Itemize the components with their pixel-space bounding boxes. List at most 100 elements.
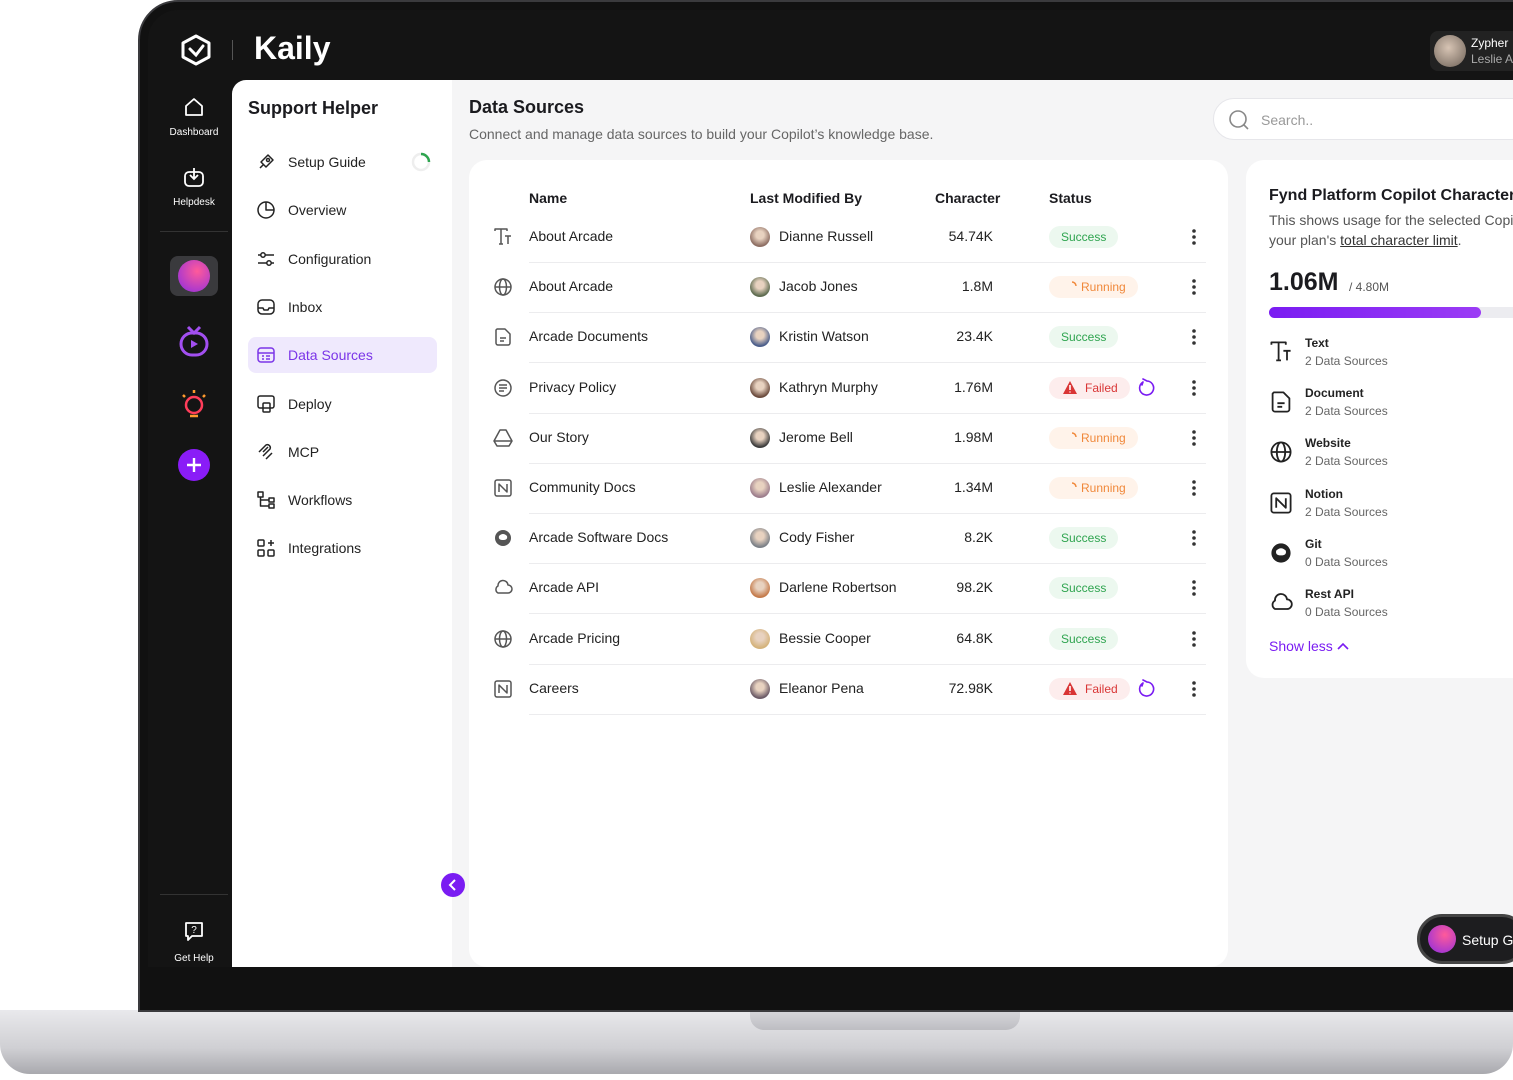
page-title: Data Sources (469, 97, 585, 117)
user-avatar (1434, 35, 1466, 67)
icon (1270, 492, 1292, 514)
avatar (750, 578, 770, 599)
helpdesk-icon[interactable] (183, 166, 205, 188)
row-menu[interactable] (1191, 579, 1197, 597)
row-divider (529, 412, 1206, 414)
app-icon[interactable] (178, 388, 210, 422)
setup-label: Setup G (1462, 932, 1513, 948)
cell-name: Careers (529, 679, 579, 696)
sidebar-item[interactable]: MCP (288, 443, 320, 460)
retry-button[interactable] (1137, 377, 1157, 398)
status-pill: Running (1049, 276, 1138, 299)
user-chip[interactable]: Zypher Leslie A (1430, 31, 1513, 71)
icon (257, 347, 275, 363)
status-label: Failed (1085, 380, 1118, 395)
status-label: Failed (1085, 681, 1118, 696)
row-menu[interactable] (1191, 680, 1197, 698)
type-name: Text (1305, 336, 1329, 350)
search-box[interactable]: Search.. (1213, 98, 1513, 140)
dashboard-icon[interactable] (183, 96, 205, 118)
sidebar-item[interactable]: Setup Guide (288, 154, 366, 170)
sidebar-item[interactable]: Workflows (288, 492, 353, 509)
cell-character: 54.74K (948, 228, 993, 244)
type-name: Website (1305, 436, 1351, 451)
icon (259, 154, 274, 169)
cell-person: Jerome Bell (779, 428, 853, 445)
brand: Kaily (254, 30, 331, 66)
icon (257, 201, 275, 220)
spinner (1071, 432, 1077, 437)
row-menu[interactable] (1191, 328, 1197, 346)
spinner (1071, 281, 1077, 287)
usage-link[interactable]: total character limit (1340, 232, 1458, 248)
retry-button[interactable] (1137, 678, 1157, 699)
app-tile[interactable] (170, 256, 218, 296)
row-menu[interactable] (1191, 479, 1197, 497)
status-label: Success (1061, 631, 1107, 646)
row-menu[interactable] (1191, 429, 1197, 447)
icon (494, 378, 512, 397)
app-icon[interactable] (178, 325, 210, 359)
row-menu[interactable] (1191, 630, 1197, 648)
row-menu[interactable] (1191, 228, 1197, 246)
sidebar-item[interactable]: Overview (288, 202, 347, 219)
row-menu[interactable] (1191, 529, 1197, 547)
status-label: Success (1061, 330, 1107, 345)
cell-name: Privacy Policy (529, 378, 617, 395)
add-button[interactable] (178, 449, 210, 481)
collapse-button[interactable] (441, 873, 465, 897)
icon (494, 479, 512, 497)
cell-name: Arcade Pricing (529, 629, 621, 646)
cell-name: About Arcade (529, 278, 614, 295)
type-name: Rest API (1305, 587, 1354, 601)
avatar (750, 628, 770, 649)
icon (257, 539, 275, 558)
usage-desc: your plan's total character limit. (1269, 232, 1462, 248)
status-label: Success (1061, 581, 1107, 596)
nav-label[interactable]: Dashboard (169, 127, 219, 138)
usage-bar (1269, 307, 1481, 318)
cell-person: Kathryn Murphy (779, 378, 878, 395)
usage-used: 1.06M (1269, 268, 1339, 296)
status-pill: Success (1049, 326, 1119, 349)
cell-character: 1.98M (954, 428, 993, 445)
icon (493, 429, 513, 447)
column-header: Name (529, 190, 568, 206)
row-divider (529, 613, 1206, 615)
warning-icon (1063, 380, 1077, 394)
toggle-link[interactable]: Show less (1269, 638, 1349, 654)
row-menu[interactable] (1191, 379, 1197, 397)
sidebar-item[interactable]: Inbox (288, 298, 323, 315)
help-icon[interactable]: ? (183, 920, 205, 942)
nav-label[interactable]: Helpdesk (173, 197, 215, 208)
setup-button[interactable]: Setup G (1417, 914, 1513, 964)
cell-person: Bessie Cooper (779, 629, 871, 646)
sidebar-item[interactable]: Configuration (288, 250, 372, 267)
avatar (750, 227, 770, 247)
icon (495, 530, 511, 547)
type-name: Git (1305, 536, 1322, 551)
status-pill: Running (1049, 477, 1138, 499)
status-label: Running (1081, 430, 1126, 445)
user-name: Zypher (1471, 36, 1509, 50)
icon (1271, 593, 1293, 610)
sidebar-item[interactable]: Deploy (288, 395, 332, 412)
usage-desc: your plan's (1269, 232, 1337, 248)
sidebar-item[interactable]: Data Sources (248, 337, 437, 374)
cell-person: Kristin Watson (779, 328, 869, 345)
toggle-text[interactable]: Show less (1269, 638, 1333, 654)
nav-label[interactable]: Get Help (174, 953, 214, 964)
type-name: Document (1305, 386, 1364, 401)
spinner (1071, 482, 1077, 488)
cell-character: 98.2K (956, 579, 993, 596)
column-header: Status (1049, 190, 1092, 206)
icon (1270, 441, 1292, 463)
sidebar-item[interactable]: Integrations (288, 540, 362, 557)
divider (160, 231, 228, 232)
user-sub: Leslie A (1471, 52, 1513, 66)
row-divider (529, 262, 1206, 263)
app-icon (178, 260, 210, 292)
row-menu[interactable] (1191, 278, 1197, 296)
cell-name: About Arcade (529, 228, 614, 244)
